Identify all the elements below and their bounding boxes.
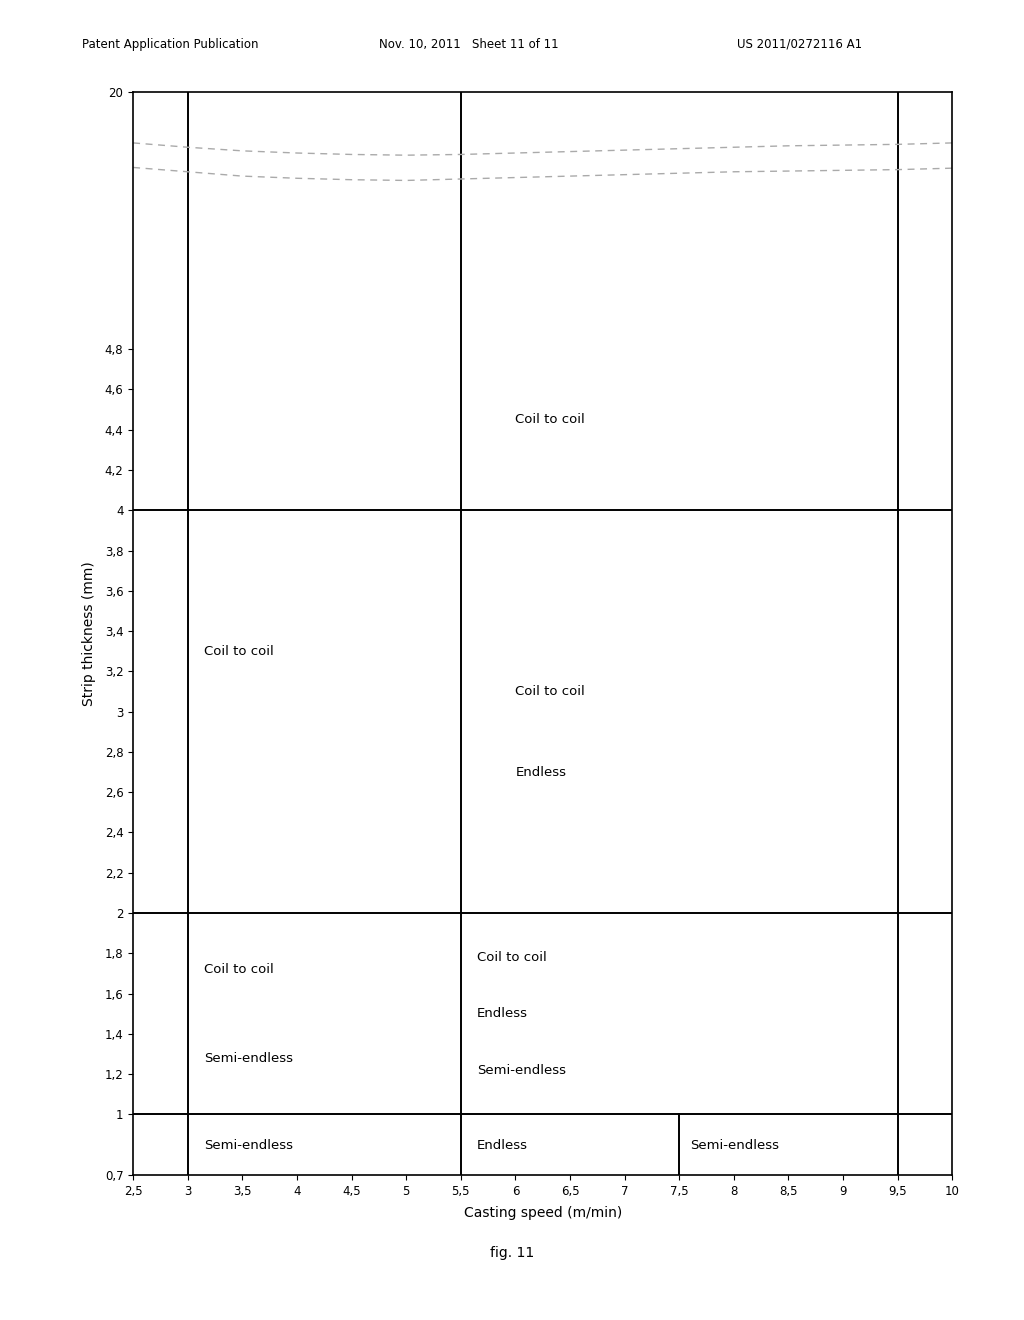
Text: Semi-endless: Semi-endless [204,1139,293,1152]
Text: Endless: Endless [477,1139,528,1152]
Text: Semi-endless: Semi-endless [477,1064,566,1077]
Text: Nov. 10, 2011   Sheet 11 of 11: Nov. 10, 2011 Sheet 11 of 11 [379,37,558,50]
Text: Patent Application Publication: Patent Application Publication [82,37,258,50]
Text: Semi-endless: Semi-endless [690,1139,779,1152]
Text: Endless: Endless [515,766,566,779]
Text: Coil to coil: Coil to coil [204,644,273,657]
Text: Coil to coil: Coil to coil [515,413,585,426]
Y-axis label: Strip thickness (mm): Strip thickness (mm) [82,561,96,706]
Text: US 2011/0272116 A1: US 2011/0272116 A1 [737,37,862,50]
X-axis label: Casting speed (m/min): Casting speed (m/min) [464,1206,622,1220]
Text: Endless: Endless [477,1007,528,1020]
Text: Coil to coil: Coil to coil [204,962,273,975]
Text: fig. 11: fig. 11 [489,1246,535,1259]
Text: Coil to coil: Coil to coil [515,685,585,698]
Text: Coil to coil: Coil to coil [477,950,547,964]
Text: Semi-endless: Semi-endless [204,1052,293,1064]
